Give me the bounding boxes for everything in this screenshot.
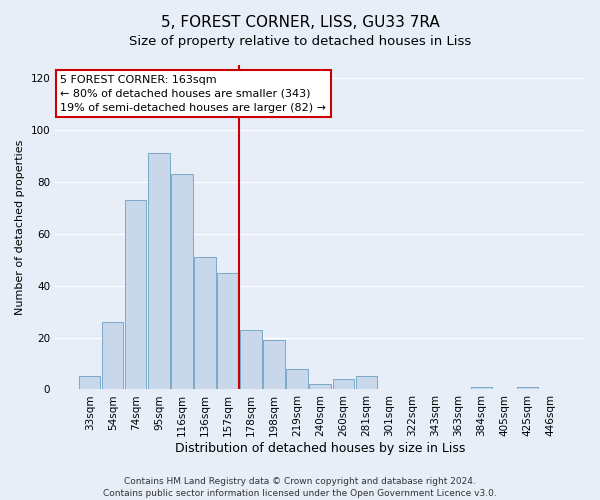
Bar [79,376,100,390]
X-axis label: Distribution of detached houses by size in Liss: Distribution of detached houses by size … [175,442,465,455]
Bar [194,257,215,390]
Bar [102,322,124,390]
Bar [125,200,146,390]
Bar [217,272,239,390]
Bar [470,387,492,390]
Y-axis label: Number of detached properties: Number of detached properties [15,140,25,315]
Bar [172,174,193,390]
Bar [286,368,308,390]
Bar [148,154,170,390]
Bar [310,384,331,390]
Bar [241,330,262,390]
Text: 5 FOREST CORNER: 163sqm
← 80% of detached houses are smaller (343)
19% of semi-d: 5 FOREST CORNER: 163sqm ← 80% of detache… [61,74,326,112]
Bar [263,340,284,390]
Text: 5, FOREST CORNER, LISS, GU33 7RA: 5, FOREST CORNER, LISS, GU33 7RA [161,15,439,30]
Text: Size of property relative to detached houses in Liss: Size of property relative to detached ho… [129,35,471,48]
Bar [356,376,377,390]
Text: Contains HM Land Registry data © Crown copyright and database right 2024.
Contai: Contains HM Land Registry data © Crown c… [103,476,497,498]
Bar [517,387,538,390]
Bar [332,379,353,390]
